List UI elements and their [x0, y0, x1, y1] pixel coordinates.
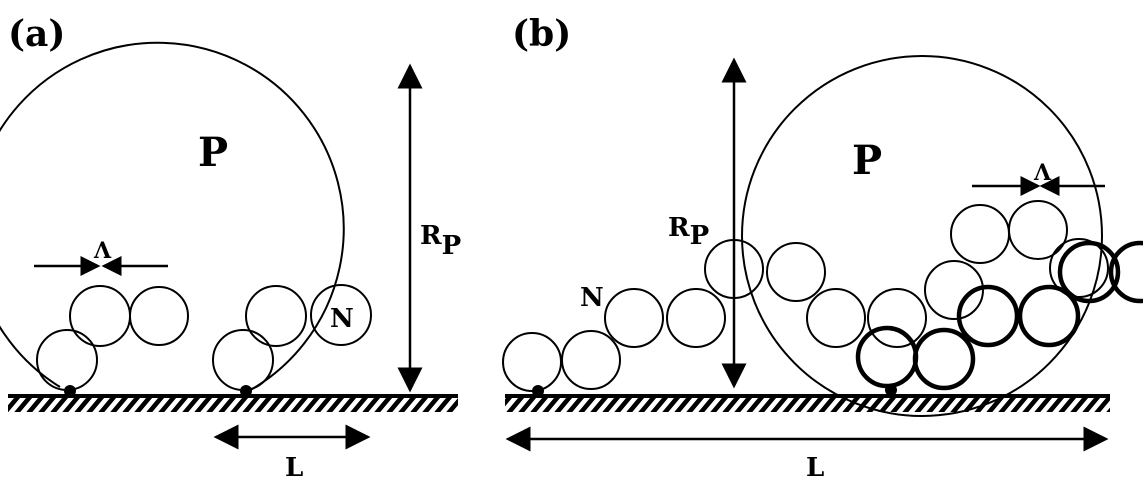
contact-dot-a2	[240, 385, 252, 397]
radius-label-a: RP	[420, 221, 461, 261]
panel-label-a: (a)	[8, 13, 65, 55]
length-dimension-b: L	[505, 426, 1109, 482]
panel-a: (a) P N Λ RP	[0, 13, 461, 482]
contact-dot-b1	[532, 385, 544, 397]
contact-dot-b2	[885, 384, 897, 396]
radius-dimension-b: RP	[668, 57, 747, 389]
spacing-label-a: Λ	[93, 238, 112, 264]
panel-b: (b) P	[502, 13, 1143, 482]
panel-label-b: (b)	[512, 13, 571, 55]
small-particle-label-b: N	[580, 283, 604, 313]
small-particle-label-a: N	[330, 304, 354, 334]
large-particle-a	[0, 41, 345, 394]
contact-dot-a1	[64, 385, 76, 397]
substrate-a	[8, 394, 458, 412]
length-label-b: L	[806, 453, 824, 482]
small-particles-a	[36, 284, 372, 397]
length-dimension-a: L	[213, 424, 371, 482]
radius-label-b: RP	[668, 213, 709, 251]
large-particle-b	[741, 55, 1103, 417]
radius-dimension-a: RP	[397, 63, 461, 393]
length-label-a: L	[285, 453, 303, 482]
spacing-label-b: Λ	[1033, 160, 1052, 186]
large-particle-label-a: P	[198, 129, 228, 176]
large-particle-label-b: P	[852, 137, 882, 184]
highlighted-particles-b	[855, 240, 1143, 391]
substrate-b	[505, 394, 1110, 412]
spacing-dimension-a: Λ	[34, 238, 168, 276]
spacing-dimension-b: Λ	[972, 160, 1105, 196]
